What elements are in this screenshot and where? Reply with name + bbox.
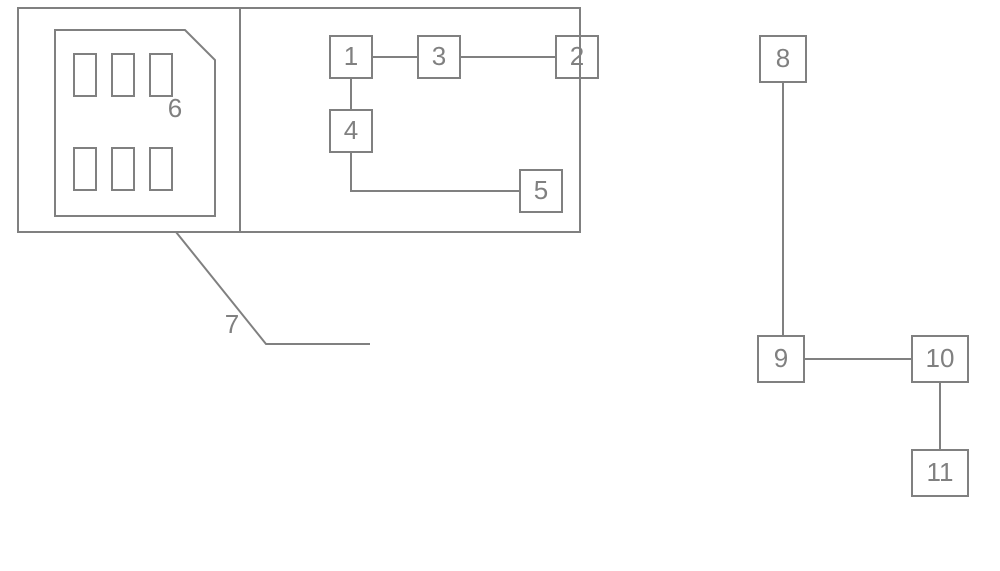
label-8: 8	[776, 43, 790, 73]
sim-pad	[150, 148, 172, 190]
label-3: 3	[432, 41, 446, 71]
diagram-canvas: 6 1 2 3 4 5 8 9 10 11 7	[0, 0, 1000, 571]
sim-pad	[74, 148, 96, 190]
label-7: 7	[225, 309, 239, 339]
sim-pad	[150, 54, 172, 96]
label-4: 4	[344, 115, 358, 145]
label-1: 1	[344, 41, 358, 71]
label-6: 6	[168, 93, 182, 123]
label-5: 5	[534, 175, 548, 205]
label-11: 11	[927, 457, 954, 487]
label-2: 2	[570, 41, 584, 71]
sim-pad	[112, 54, 134, 96]
label-9: 9	[774, 343, 788, 373]
edge-4-5	[351, 152, 520, 191]
outer-frame	[18, 8, 580, 232]
sim-pad	[112, 148, 134, 190]
label-10: 10	[926, 343, 955, 373]
sim-pad	[74, 54, 96, 96]
leader-7	[176, 232, 370, 344]
